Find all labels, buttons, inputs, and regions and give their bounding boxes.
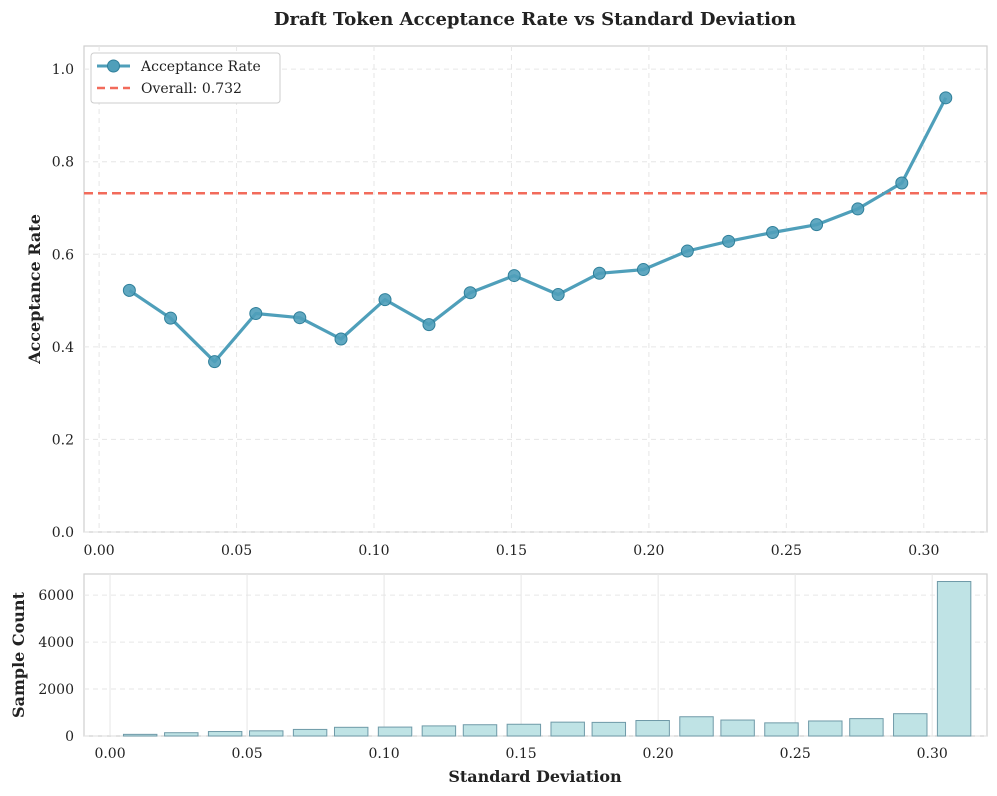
- sample-count-bar: [462, 724, 498, 737]
- sample-count-bar: [550, 721, 585, 737]
- bottom-x-tick-label: 0.30: [917, 746, 948, 762]
- sample-count-bar: [936, 581, 972, 737]
- top-x-tick-label: 0.10: [358, 543, 389, 559]
- top-x-tick-label: 0.20: [633, 543, 664, 559]
- acceptance-rate-point: [463, 286, 477, 300]
- acceptance-rate-point: [551, 288, 565, 302]
- sample-count-bar: [591, 721, 627, 737]
- acceptance-rate-point: [636, 263, 650, 277]
- bottom-x-tick-label: 0.20: [643, 746, 674, 762]
- top-x-tick-label: 0.00: [84, 543, 115, 559]
- sample-count-bar: [679, 716, 714, 737]
- top-y-tick-label: 1.0: [52, 62, 74, 78]
- sample-count-bar: [377, 726, 413, 737]
- bottom-y-tick-label: 6000: [38, 588, 74, 604]
- acceptance-rate-point: [507, 269, 521, 283]
- top-y-tick-label: 0.4: [52, 340, 74, 356]
- top-x-tick-label: 0.25: [771, 543, 802, 559]
- bottom-plot-area: [83, 573, 988, 737]
- top-y-axis-label: Acceptance Rate: [25, 214, 44, 365]
- bottom-x-tick-label: 0.15: [506, 746, 537, 762]
- sample-count-bar: [333, 726, 369, 737]
- bottom-x-tick-label: 0.10: [369, 746, 400, 762]
- bottom-tick-labels: 0.00 0.05 0.10 0.15 0.20 0.25 0.30 0 2000 4000 600…: [38, 588, 947, 762]
- top-x-tick-label: 0.30: [908, 543, 939, 559]
- sample-count-bar: [292, 728, 328, 737]
- acceptance-rate-point: [293, 311, 307, 325]
- top-y-tick-label: 0.6: [52, 247, 74, 263]
- legend-box: [90, 52, 281, 104]
- sample-count-bar: [720, 719, 755, 737]
- acceptance-rate-point: [334, 332, 348, 346]
- acceptance-rate-line: [128, 97, 948, 364]
- legend-label-acceptance: Acceptance Rate: [140, 59, 261, 75]
- sample-count-bars: [122, 581, 972, 737]
- acceptance-rate-point: [164, 311, 178, 325]
- sample-count-bar: [164, 732, 199, 737]
- sample-count-bar: [421, 725, 457, 737]
- acceptance-rate-point: [851, 202, 865, 216]
- top-gridlines: [84, 46, 987, 533]
- acceptance-rate-point: [378, 293, 392, 307]
- sample-count-bar: [122, 733, 158, 737]
- sample-count-bar: [893, 713, 928, 737]
- acceptance-rate-point: [122, 283, 136, 297]
- sample-count-bar: [207, 731, 243, 737]
- acceptance-rate-series: [84, 91, 987, 369]
- acceptance-rate-point: [766, 226, 780, 240]
- bottom-y-tick-label: 4000: [38, 635, 74, 651]
- sample-count-bar: [849, 718, 884, 737]
- acceptance-rate-point: [208, 355, 222, 369]
- legend-marker-acceptance: [107, 59, 120, 73]
- bottom-y-tick-label: 0: [65, 729, 74, 745]
- acceptance-rate-point: [939, 91, 953, 105]
- top-x-tick-label: 0.15: [496, 543, 527, 559]
- acceptance-rate-point: [592, 266, 606, 280]
- legend: Acceptance Rate Overall: 0.732: [90, 52, 281, 104]
- top-y-tick-label: 0.8: [52, 155, 74, 171]
- acceptance-rate-point: [249, 307, 263, 321]
- chart-title: Draft Token Acceptance Rate vs Standard …: [274, 9, 796, 30]
- top-tick-labels: 0.00 0.05 0.10 0.15 0.20 0.25 0.30 0.0 0.2 0.4 0.6…: [52, 62, 940, 559]
- top-y-tick-label: 0.2: [52, 432, 74, 448]
- top-plot-area: [83, 45, 988, 533]
- acceptance-rate-panel: 0.00 0.05 0.10 0.15 0.20 0.25 0.30 0.0 0.2 0.4 0.6…: [25, 45, 988, 559]
- top-x-tick-label: 0.05: [221, 543, 252, 559]
- bottom-x-tick-label: 0.25: [780, 746, 811, 762]
- acceptance-rate-point: [722, 234, 736, 248]
- acceptance-rate-point: [422, 318, 436, 332]
- bottom-y-tick-label: 2000: [38, 682, 74, 698]
- bottom-x-tick-label: 0.00: [94, 746, 125, 762]
- bottom-y-axis-label: Sample Count: [9, 591, 28, 718]
- bottom-x-tick-label: 0.05: [231, 746, 262, 762]
- acceptance-rate-point: [895, 176, 909, 190]
- sample-count-bar: [808, 720, 843, 737]
- sample-count-bar: [635, 720, 670, 737]
- sample-count-bar: [764, 722, 799, 737]
- top-y-tick-label: 0.0: [52, 525, 74, 541]
- bottom-x-axis-label: Standard Deviation: [448, 767, 622, 786]
- sample-count-bar: [506, 723, 542, 737]
- sample-count-panel: 0.00 0.05 0.10 0.15 0.20 0.25 0.30 0 2000 4000 600…: [9, 573, 988, 786]
- acceptance-rate-point: [810, 218, 824, 232]
- legend-label-overall: Overall: 0.732: [141, 81, 242, 97]
- acceptance-rate-point: [680, 244, 694, 258]
- sample-count-bar: [249, 730, 284, 737]
